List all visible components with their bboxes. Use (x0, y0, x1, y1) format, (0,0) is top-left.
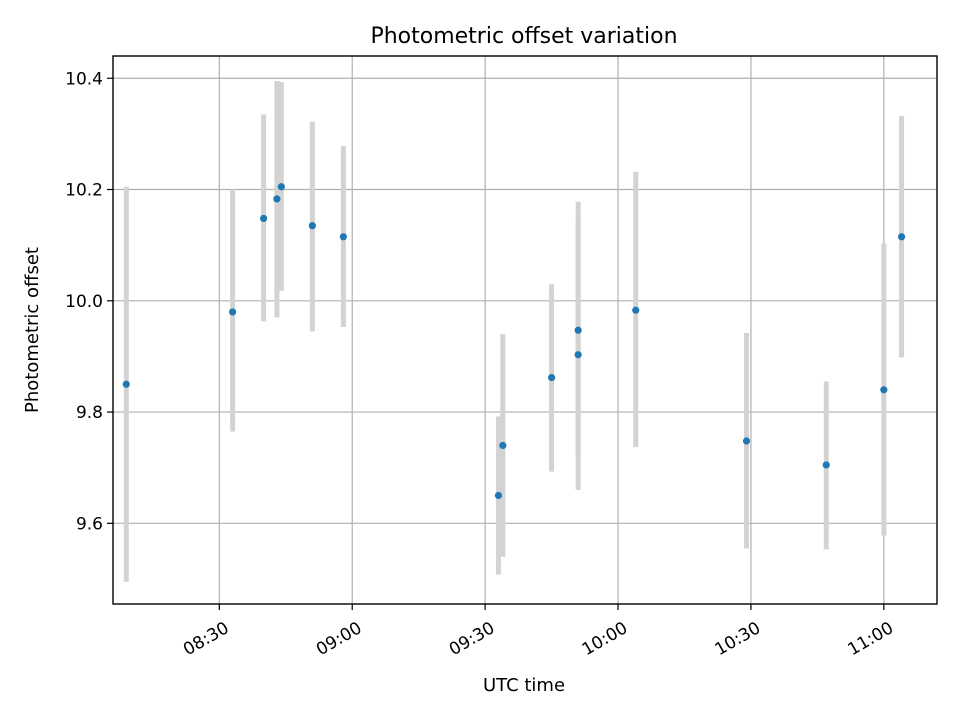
data-point (499, 441, 507, 450)
data-point (277, 183, 285, 191)
data-point (494, 491, 503, 500)
y-tick-label: 10.2 (65, 181, 103, 201)
y-tick-label: 10.4 (65, 69, 103, 89)
point-layer (122, 183, 906, 500)
tick-layer: 08:30 09:00 09:30 10:00 10:30 11:00 9.6 9.8 10.0… (65, 69, 897, 660)
data-point (547, 373, 556, 382)
data-point (574, 326, 582, 334)
data-point (897, 233, 906, 241)
grid-layer (113, 56, 937, 604)
data-point (880, 386, 888, 394)
y-tick-label: 9.6 (76, 514, 103, 534)
data-point (574, 351, 582, 359)
y-tick-label: 9.8 (76, 403, 103, 423)
data-point (339, 233, 347, 241)
x-tick-label: 09:00 (313, 618, 365, 660)
data-point (122, 380, 130, 388)
x-axis-label: UTC time (483, 675, 565, 696)
x-tick-label: 08:30 (180, 618, 232, 660)
data-point (229, 308, 237, 316)
data-point (273, 195, 281, 203)
y-axis-label: Photometric offset (22, 247, 43, 413)
x-tick-label: 11:00 (845, 618, 897, 660)
chart-title: Photometric offset variation (370, 24, 677, 49)
x-tick-label: 09:30 (446, 618, 498, 660)
data-point (822, 461, 830, 469)
x-tick-label: 10:30 (712, 618, 764, 660)
data-point (308, 222, 316, 230)
x-tick-label: 10:00 (579, 618, 631, 660)
data-point (260, 214, 268, 223)
errorbar-layer (123, 81, 905, 582)
data-point (742, 437, 751, 445)
plot-frame (112, 55, 938, 605)
y-tick-label: 10.0 (65, 292, 103, 312)
data-point (632, 306, 640, 314)
